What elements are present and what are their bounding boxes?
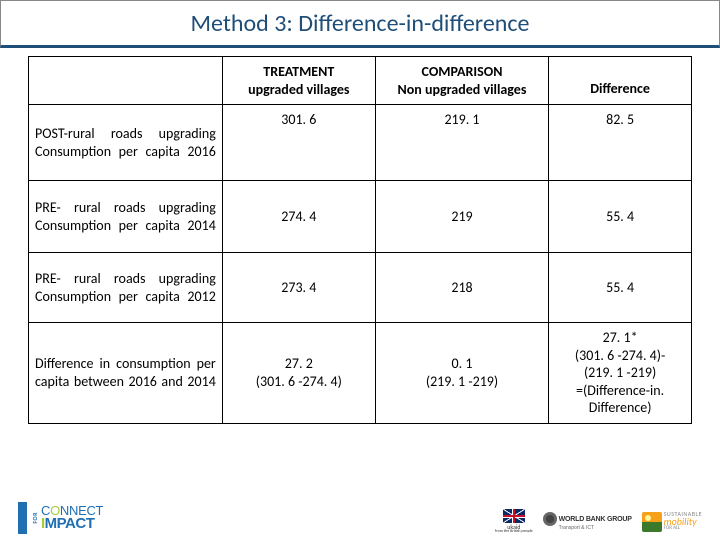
header-blank bbox=[29, 57, 223, 105]
cell-treatment: 27. 2(301. 6 -274. 4) bbox=[222, 323, 375, 424]
table-row: Difference in consumption per capita bet… bbox=[29, 323, 692, 424]
cell-difference: 82. 5 bbox=[549, 105, 692, 181]
logo-impact: IMPACT bbox=[41, 517, 103, 531]
globe-icon bbox=[543, 512, 557, 526]
footer-logos: FOR CONNECT IMPACT ukaid from the Britis… bbox=[0, 490, 720, 536]
table-row: PRE- rural roads upgrading Consumption p… bbox=[29, 181, 692, 253]
mobility-sub: FOR ALL bbox=[664, 526, 702, 531]
row-label: PRE- rural roads upgrading Consumption p… bbox=[29, 181, 223, 253]
row-label: Difference in consumption per capita bet… bbox=[29, 323, 223, 424]
mobility-icon bbox=[642, 512, 662, 532]
cell-comparison: 219. 1 bbox=[375, 105, 548, 181]
worldbank-logo: WORLD BANK GROUP Transport & ICT bbox=[543, 512, 632, 531]
row-label: PRE- rural roads upgrading Consumption p… bbox=[29, 253, 223, 323]
worldbank-name: WORLD BANK GROUP bbox=[559, 516, 632, 523]
table-row: PRE- rural roads upgrading Consumption p… bbox=[29, 253, 692, 323]
mobility-logo: SUSTAINABLE mobility FOR ALL bbox=[642, 512, 702, 532]
header-difference: Difference bbox=[549, 57, 692, 105]
logo-text-stack: CONNECT IMPACT bbox=[41, 505, 103, 530]
cell-treatment: 273. 4 bbox=[222, 253, 375, 323]
worldbank-tag: Transport & ICT bbox=[559, 526, 632, 531]
table-header-row: TREATMENT upgraded villages COMPARISON N… bbox=[29, 57, 692, 105]
header-treatment-line2: upgraded villages bbox=[229, 81, 369, 99]
cell-difference: 55. 4 bbox=[549, 253, 692, 323]
did-table: TREATMENT upgraded villages COMPARISON N… bbox=[28, 56, 692, 424]
cell-difference: 55. 4 bbox=[549, 181, 692, 253]
header-comparison-line2: Non upgraded villages bbox=[382, 81, 542, 99]
header-comparison: COMPARISON Non upgraded villages bbox=[375, 57, 548, 105]
header-treatment: TREATMENT upgraded villages bbox=[222, 57, 375, 105]
connect-for-impact-logo: FOR CONNECT IMPACT bbox=[18, 502, 103, 534]
header-difference-line2: Difference bbox=[555, 80, 685, 98]
header-treatment-line1: TREATMENT bbox=[229, 63, 369, 81]
logo-for-text: FOR bbox=[31, 512, 39, 524]
uk-flag-icon bbox=[503, 509, 525, 523]
table-row: POST-rural roads upgrading Consumption p… bbox=[29, 105, 692, 181]
ukaid-logo: ukaid from the British people bbox=[495, 509, 533, 534]
table-body: POST-rural roads upgrading Consumption p… bbox=[29, 105, 692, 424]
cell-difference: 27. 1*(301. 6 -274. 4)-(219. 1 -219)=(Di… bbox=[549, 323, 692, 424]
cell-comparison: 219 bbox=[375, 181, 548, 253]
slide-content: TREATMENT upgraded villages COMPARISON N… bbox=[0, 48, 720, 424]
slide-title: Method 3: Difference-in-difference bbox=[191, 9, 530, 38]
header-difference-line1 bbox=[555, 63, 685, 80]
ukaid-sub: from the British people bbox=[495, 530, 533, 534]
cell-comparison: 218 bbox=[375, 253, 548, 323]
cell-treatment: 301. 6 bbox=[222, 105, 375, 181]
right-logo-group: ukaid from the British people WORLD BANK… bbox=[495, 509, 702, 534]
slide-title-bar: Method 3: Difference-in-difference bbox=[0, 0, 720, 48]
row-label: POST-rural roads upgrading Consumption p… bbox=[29, 105, 223, 181]
cell-treatment: 274. 4 bbox=[222, 181, 375, 253]
header-comparison-line1: COMPARISON bbox=[382, 63, 542, 81]
logo-accent-bar bbox=[18, 502, 27, 534]
cell-comparison: 0. 1(219. 1 -219) bbox=[375, 323, 548, 424]
